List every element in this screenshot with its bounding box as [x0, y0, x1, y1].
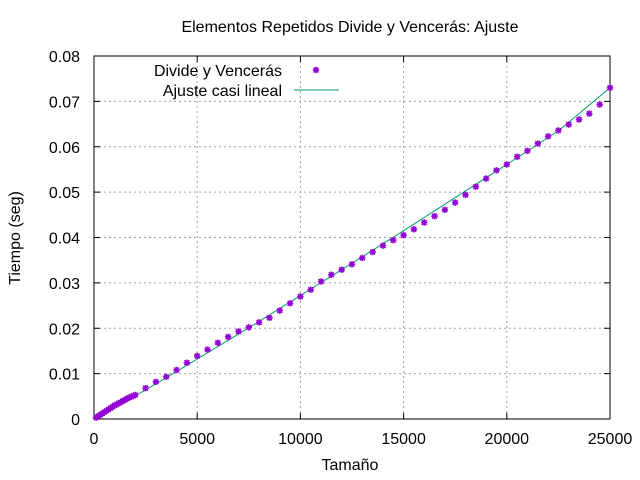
data-point [286, 300, 294, 307]
data-point [142, 384, 149, 392]
legend-point-marker [312, 66, 320, 74]
y-tick-label: 0.05 [49, 185, 80, 202]
y-tick-label: 0 [71, 412, 80, 429]
x-tick-label: 5000 [179, 431, 215, 448]
data-point [224, 333, 232, 341]
data-point [152, 378, 160, 385]
data-point [410, 226, 418, 233]
data-point [524, 147, 531, 155]
data-point [379, 242, 387, 249]
data-point [173, 366, 180, 374]
data-point [194, 352, 201, 360]
data-point [235, 328, 242, 335]
data-point [431, 212, 438, 220]
data-point [348, 261, 356, 268]
x-axis-title: Tamaño [322, 457, 379, 474]
y-axis-title: Tiempo (seg) [7, 191, 24, 285]
x-tick-label: 15000 [381, 431, 426, 448]
x-tick-label: 0 [90, 431, 99, 448]
y-tick-label: 0.02 [49, 321, 80, 338]
data-point [586, 110, 593, 117]
legend-label-line: Ajuste casi lineal [163, 83, 282, 100]
legend: Divide y Vencerás Ajuste casi lineal [154, 63, 339, 100]
data-point [565, 121, 572, 128]
data-point [338, 266, 345, 273]
data-point [328, 271, 335, 278]
grid [94, 56, 610, 419]
y-tick-label: 0.04 [49, 231, 80, 248]
data-point [472, 183, 480, 190]
data-point [441, 206, 449, 214]
data-point [245, 324, 252, 331]
chart-title: Elementos Repetidos Divide y Vencerás: A… [181, 19, 518, 36]
legend-marker-points [312, 66, 320, 74]
data-point [297, 293, 304, 300]
data-point [596, 101, 603, 108]
data-point [452, 199, 459, 206]
axis-ticks: 0 5000 10000 15000 20000 25000 0 0.01 0.02 0.03 0.… [49, 49, 632, 448]
data-point [204, 346, 211, 353]
data-point [421, 219, 428, 226]
fit-line-series [93, 87, 611, 420]
fit-line [93, 87, 611, 420]
y-tick-label: 0.03 [49, 276, 80, 293]
y-tick-label: 0.06 [49, 140, 80, 157]
data-point [163, 373, 170, 381]
data-point [555, 127, 562, 134]
x-tick-label: 25000 [588, 431, 633, 448]
data-point [390, 237, 397, 244]
legend-label-points: Divide y Vencerás [154, 63, 282, 80]
data-point [369, 248, 376, 256]
x-tick-label: 20000 [485, 431, 530, 448]
x-tick-label: 10000 [278, 431, 323, 448]
data-point [534, 140, 541, 147]
data-point [132, 391, 139, 399]
data-point [575, 116, 583, 123]
y-tick-label: 0.07 [49, 94, 80, 111]
data-point [317, 278, 325, 285]
data-point [606, 84, 614, 91]
data-point [276, 307, 283, 314]
data-points-series [92, 84, 614, 421]
data-point [503, 161, 510, 168]
data-point [400, 232, 407, 239]
y-tick-label: 0.08 [49, 49, 80, 66]
data-point [462, 191, 469, 199]
y-tick-label: 0.01 [49, 367, 80, 384]
data-point [544, 133, 552, 140]
data-point [359, 254, 366, 262]
data-point [183, 359, 191, 366]
data-point [214, 339, 222, 346]
data-point [266, 314, 273, 322]
plot-frame [93, 55, 611, 420]
data-point [482, 175, 490, 182]
data-point [307, 286, 314, 293]
data-point [255, 319, 263, 326]
data-point [493, 167, 500, 174]
data-point [513, 153, 521, 160]
